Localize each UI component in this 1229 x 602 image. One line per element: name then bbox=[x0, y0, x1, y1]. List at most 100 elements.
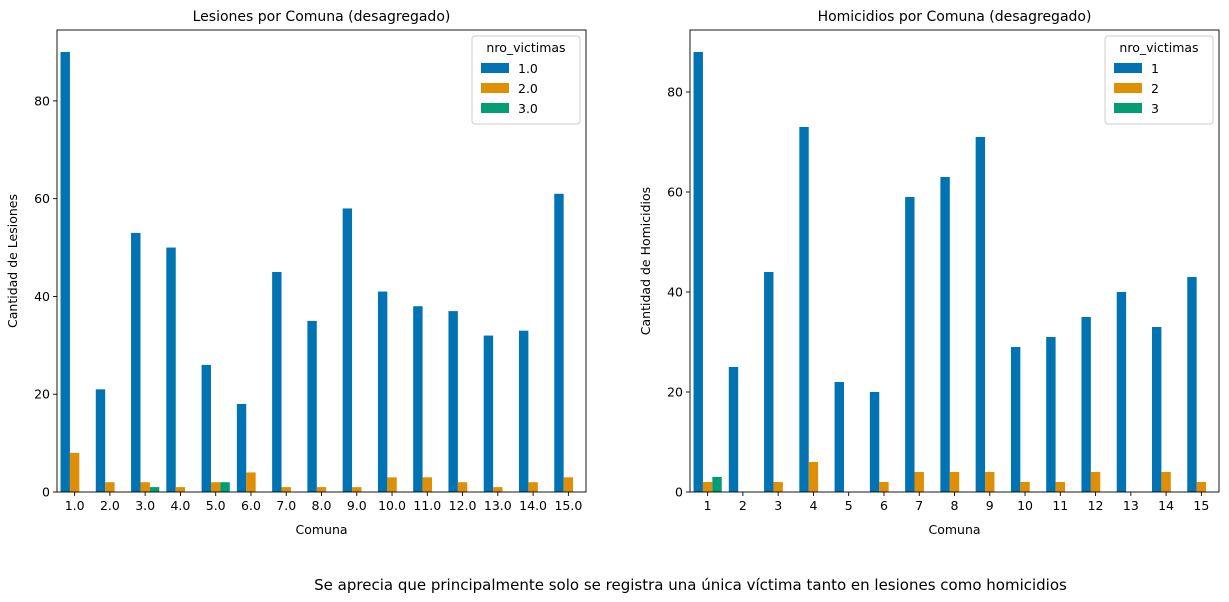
lesiones-bar bbox=[149, 487, 160, 492]
lesiones-bar bbox=[413, 306, 423, 492]
lesiones-xtick-label: 11.0 bbox=[413, 498, 441, 513]
homicidios-bar bbox=[1116, 292, 1127, 492]
homicidios-xtick-label: 3 bbox=[774, 498, 782, 513]
homicidios-legend-box bbox=[1104, 35, 1214, 125]
homicidios-bar bbox=[1196, 482, 1207, 492]
lesiones-xtick-label: 13.0 bbox=[484, 498, 512, 513]
homicidios-ytick-label: 80 bbox=[667, 85, 683, 100]
homicidios-title: Homicidios por Comuna (desagregado) bbox=[818, 9, 1092, 25]
lesiones-legend-box bbox=[471, 35, 581, 125]
lesiones-bar bbox=[131, 232, 141, 492]
lesiones-legend: nro_victimas 1.0 2.0 3.0 bbox=[471, 35, 581, 125]
caption-text: Se aprecia que principalmente solo se re… bbox=[314, 576, 1067, 594]
homicidios-bar bbox=[869, 392, 880, 492]
lesiones-xtick-label: 14.0 bbox=[519, 498, 547, 513]
lesiones-bar bbox=[246, 472, 256, 492]
lesiones-legend-label: 2.0 bbox=[518, 81, 538, 96]
lesiones-xtick-label: 6.0 bbox=[241, 498, 261, 513]
homicidios-bar bbox=[702, 482, 713, 492]
lesiones-xlabel: Comuna bbox=[295, 522, 347, 537]
homicidios-xtick-label: 8 bbox=[951, 498, 959, 513]
lesiones-xtick-label: 9.0 bbox=[347, 498, 367, 513]
lesiones-xtick-label: 7.0 bbox=[276, 498, 296, 513]
homicidios-ytick-label: 20 bbox=[667, 385, 683, 400]
lesiones-ytick-label: 80 bbox=[34, 93, 50, 108]
lesiones-legend-label: 3.0 bbox=[518, 101, 538, 116]
lesiones-xtick-label: 8.0 bbox=[312, 498, 332, 513]
homicidios-bar bbox=[914, 472, 924, 492]
lesiones-legend-label: 1.0 bbox=[518, 61, 538, 76]
lesiones-bar bbox=[457, 482, 468, 492]
homicidios-bar bbox=[693, 52, 703, 492]
lesiones-xtick-label: 15.0 bbox=[554, 498, 582, 513]
lesiones-bar bbox=[448, 311, 458, 492]
lesiones-bar bbox=[528, 482, 538, 492]
lesiones-bar bbox=[307, 320, 317, 492]
lesiones-bar bbox=[272, 272, 282, 492]
homicidios-bar bbox=[764, 272, 774, 492]
lesiones-legend-swatch bbox=[481, 103, 509, 113]
homicidios-ytick-label: 40 bbox=[667, 285, 683, 300]
homicidios-bar bbox=[1020, 482, 1030, 492]
homicidios-xtick-label: 1 bbox=[704, 498, 712, 513]
homicidios-bar bbox=[712, 477, 722, 492]
homicidios-legend-swatch bbox=[1114, 63, 1142, 73]
homicidios-bar bbox=[728, 367, 739, 492]
homicidios-bar bbox=[799, 127, 809, 492]
lesiones-title: Lesiones por Comuna (desagregado) bbox=[193, 9, 451, 25]
lesiones-xtick-label: 3.0 bbox=[135, 498, 155, 513]
homicidios-bar bbox=[1151, 327, 1162, 492]
homicidios-bar bbox=[879, 482, 889, 492]
lesiones-bar bbox=[342, 208, 353, 492]
homicidios-bar bbox=[1090, 472, 1101, 492]
homicidios-bar bbox=[1046, 337, 1056, 492]
lesiones-bar bbox=[220, 482, 230, 492]
lesiones-bar bbox=[554, 193, 564, 492]
homicidios-bar bbox=[1161, 472, 1171, 492]
homicidios-xtick-label: 6 bbox=[880, 498, 888, 513]
homicidios-legend-label: 2 bbox=[1151, 81, 1159, 96]
lesiones-ytick-label: 40 bbox=[34, 289, 50, 304]
lesiones-bar bbox=[69, 452, 80, 492]
homicidios-bar bbox=[808, 462, 819, 492]
lesiones-bar bbox=[175, 487, 186, 492]
homicidios-legend-swatch bbox=[1114, 83, 1142, 93]
lesiones-bar bbox=[377, 291, 388, 492]
lesiones-bar bbox=[236, 404, 247, 492]
homicidios-ytick-label: 0 bbox=[675, 485, 683, 500]
homicidios-bar bbox=[949, 472, 960, 492]
lesiones-bar bbox=[60, 52, 70, 492]
homicidios-legend-swatch bbox=[1114, 103, 1142, 113]
homicidios-bar bbox=[1187, 277, 1197, 492]
lesiones-xtick-label: 4.0 bbox=[170, 498, 190, 513]
lesiones-ytick-label: 0 bbox=[42, 485, 50, 500]
lesiones-bar bbox=[563, 477, 574, 492]
lesiones-bar bbox=[518, 330, 529, 492]
lesiones-legend-swatch bbox=[481, 63, 509, 73]
homicidios-bar bbox=[834, 382, 844, 492]
homicidios-bar bbox=[1055, 482, 1065, 492]
homicidios-legend-title: nro_victimas bbox=[1119, 40, 1198, 55]
homicidios-bar bbox=[1081, 317, 1091, 492]
homicidios-xtick-label: 14 bbox=[1158, 498, 1174, 513]
homicidios-xtick-label: 11 bbox=[1052, 498, 1068, 513]
homicidios-bar bbox=[773, 482, 783, 492]
homicidios-xtick-label: 7 bbox=[915, 498, 923, 513]
lesiones-ytick-label: 20 bbox=[34, 387, 50, 402]
lesiones-xtick-label: 10.0 bbox=[378, 498, 406, 513]
homicidios-xtick-label: 2 bbox=[739, 498, 747, 513]
homicidios-legend: nro_victimas 1 2 3 bbox=[1104, 35, 1214, 125]
homicidios-xtick-label: 15 bbox=[1193, 498, 1209, 513]
lesiones-bar bbox=[281, 487, 291, 492]
lesiones-chart: Lesiones por Comuna (desagregado) 0 20 40 60… bbox=[5, 9, 587, 537]
homicidios-ytick-label: 60 bbox=[667, 185, 683, 200]
lesiones-legend-swatch bbox=[481, 83, 509, 93]
homicidios-xtick-label: 4 bbox=[809, 498, 817, 513]
lesiones-legend-title: nro_victimas bbox=[486, 40, 565, 55]
homicidios-xtick-label: 12 bbox=[1088, 498, 1104, 513]
lesiones-bar bbox=[95, 389, 106, 492]
lesiones-ytick-label: 60 bbox=[34, 191, 50, 206]
lesiones-bar bbox=[105, 482, 115, 492]
lesiones-bar bbox=[352, 487, 362, 492]
